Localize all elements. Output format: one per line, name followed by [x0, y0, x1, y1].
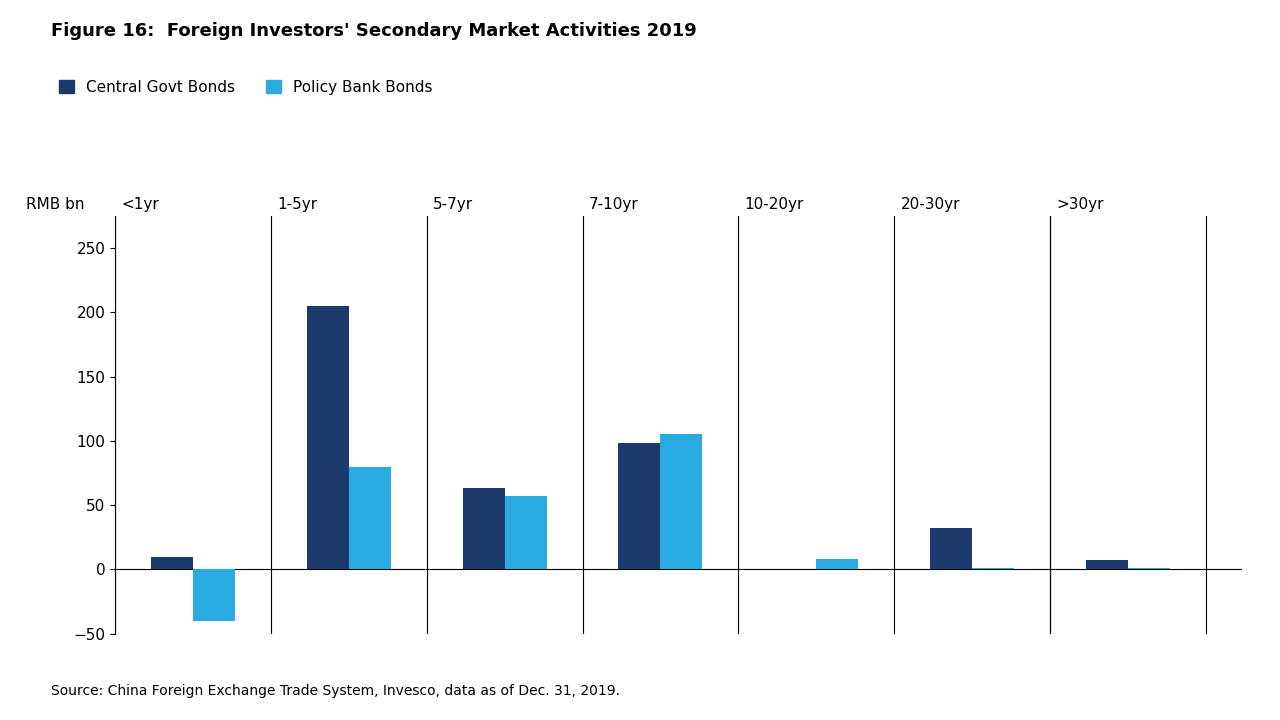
- Text: 5-7yr: 5-7yr: [433, 197, 474, 212]
- Text: RMB bn: RMB bn: [26, 197, 84, 212]
- Text: 1-5yr: 1-5yr: [278, 197, 317, 212]
- Text: Figure 16:  Foreign Investors' Secondary Market Activities 2019: Figure 16: Foreign Investors' Secondary …: [51, 22, 696, 40]
- Bar: [931, 528, 972, 570]
- Text: 10-20yr: 10-20yr: [745, 197, 804, 212]
- Text: <1yr: <1yr: [122, 197, 159, 212]
- Bar: [817, 559, 858, 570]
- Bar: [504, 496, 547, 570]
- Bar: [660, 434, 703, 570]
- Bar: [972, 568, 1014, 570]
- Bar: [462, 488, 504, 570]
- Bar: [151, 557, 193, 570]
- Bar: [349, 467, 390, 570]
- Text: >30yr: >30yr: [1056, 197, 1103, 212]
- Bar: [1085, 560, 1128, 570]
- Bar: [618, 444, 660, 570]
- Text: Source: China Foreign Exchange Trade System, Invesco, data as of Dec. 31, 2019.: Source: China Foreign Exchange Trade Sys…: [51, 685, 621, 698]
- Bar: [1128, 568, 1170, 570]
- Bar: [307, 306, 349, 570]
- Text: 20-30yr: 20-30yr: [901, 197, 960, 212]
- Text: 7-10yr: 7-10yr: [589, 197, 639, 212]
- Bar: [193, 570, 236, 621]
- Legend: Central Govt Bonds, Policy Bank Bonds: Central Govt Bonds, Policy Bank Bonds: [59, 80, 433, 94]
